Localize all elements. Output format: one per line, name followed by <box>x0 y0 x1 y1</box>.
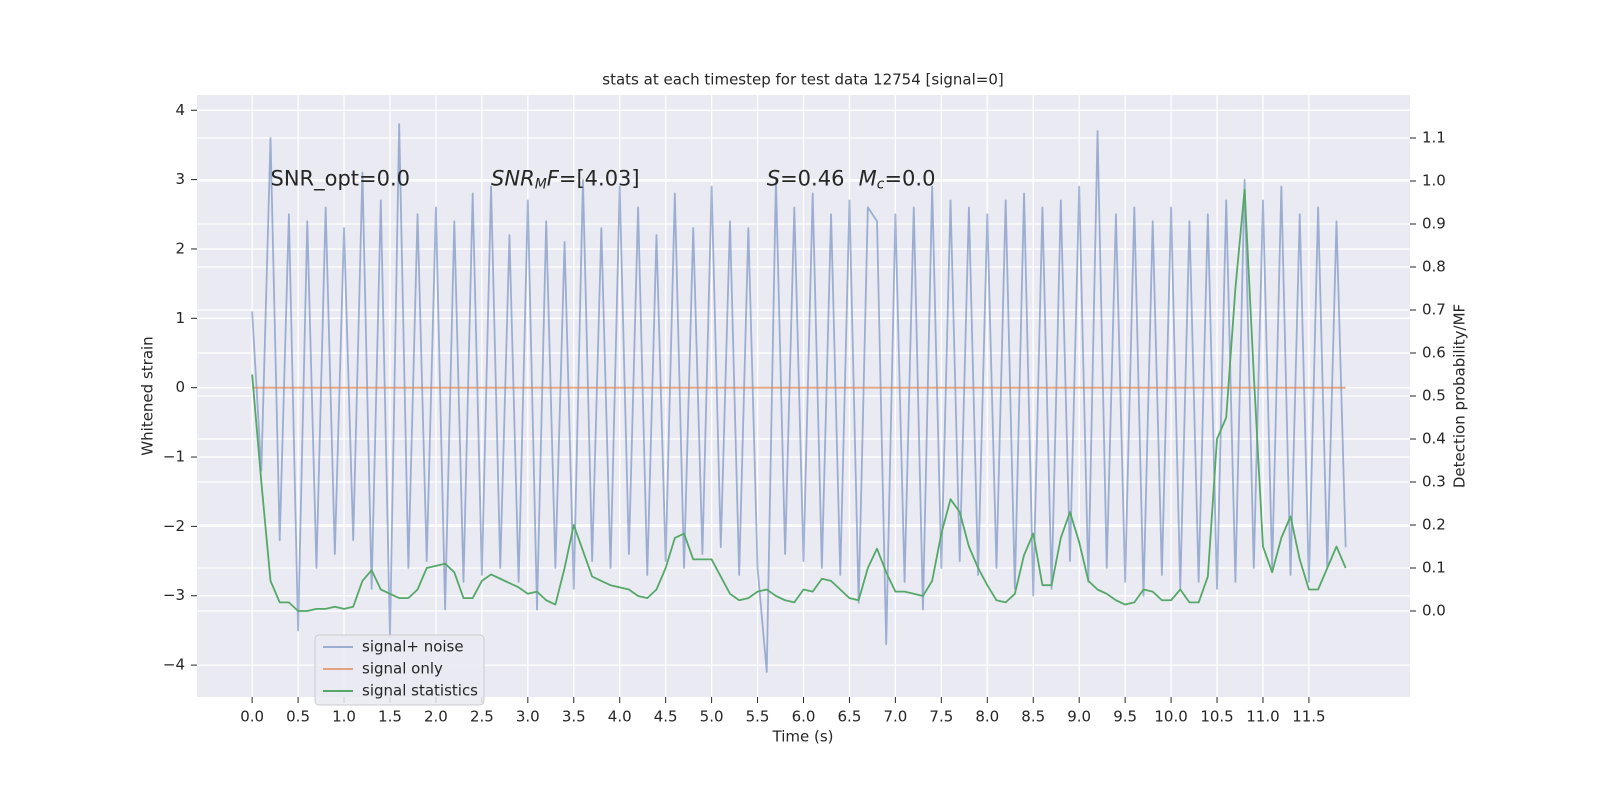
y-tick-label: −3 <box>163 586 185 604</box>
annotation-part: SNR <box>491 167 535 191</box>
x-tick-label: 1.5 <box>378 708 402 726</box>
x-tick-label: 2.0 <box>424 708 448 726</box>
y2-tick-label: 1.1 <box>1422 129 1446 147</box>
y-tick-label: 0 <box>175 378 185 396</box>
y-tick-label: 4 <box>175 101 185 119</box>
x-tick-label: 11.0 <box>1246 708 1279 726</box>
x-tick-label: 2.5 <box>470 708 494 726</box>
y-tick-label: 3 <box>175 170 185 188</box>
x-tick-label: 0.5 <box>286 708 310 726</box>
x-tick-label: 1.0 <box>332 708 356 726</box>
y-tick-label: −4 <box>163 656 185 674</box>
annotation: SNRMF=[4.03] <box>491 167 640 193</box>
series-line <box>251 188 1347 612</box>
y-tick-label: −1 <box>163 448 185 466</box>
x-tick-label: 8.0 <box>975 708 999 726</box>
x-tick-label: 7.5 <box>929 708 953 726</box>
y2-tick-label: 1.0 <box>1422 172 1446 190</box>
annotation: Mc=0.0 <box>859 167 936 193</box>
y2-tick-label: 0.7 <box>1422 301 1446 319</box>
x-tick-label: 5.5 <box>746 708 770 726</box>
annotation-part: =0.46 <box>780 167 844 191</box>
chart-title: stats at each timestep for test data 127… <box>602 71 1003 89</box>
x-tick-label: 11.5 <box>1292 708 1325 726</box>
annotation-part: =[4.03] <box>559 167 640 191</box>
x-tick-label: 7.0 <box>883 708 907 726</box>
x-tick-label: 9.5 <box>1113 708 1137 726</box>
x-tick-label: 10.0 <box>1154 708 1187 726</box>
legend-box <box>314 634 485 706</box>
legend-label: signal statistics <box>362 682 478 700</box>
y2-tick-label: 0.2 <box>1422 516 1446 534</box>
annotation-part: M <box>535 177 547 193</box>
y-tick-label: 2 <box>175 239 185 257</box>
x-tick-label: 5.0 <box>700 708 724 726</box>
y2-tick-label: 0.8 <box>1422 258 1446 276</box>
y2-tick-label: 0.4 <box>1422 430 1446 448</box>
y2-tick-label: 0.6 <box>1422 344 1446 362</box>
x-tick-label: 3.0 <box>516 708 540 726</box>
x-tick-label: 0.0 <box>240 708 264 726</box>
y-tick-label: 1 <box>175 309 185 327</box>
y2-tick-label: 0.0 <box>1422 602 1446 620</box>
legend-label: signal only <box>362 660 443 678</box>
x-tick-label: 10.5 <box>1200 708 1233 726</box>
x-tick-label: 3.5 <box>562 708 586 726</box>
x-tick-label: 6.5 <box>838 708 862 726</box>
annotation-part: SNR_opt=0.0 <box>271 167 411 192</box>
annotation: SNR_opt=0.0 <box>271 167 411 192</box>
series-line <box>251 123 1347 673</box>
y2-tick-label: 0.9 <box>1422 215 1446 233</box>
legend-label: signal+ noise <box>362 638 464 656</box>
y-axis-label: Whitened strain <box>139 336 157 455</box>
annotation: S=0.46 <box>767 167 845 191</box>
x-tick-label: 8.5 <box>1021 708 1045 726</box>
x-tick-label: 9.0 <box>1067 708 1091 726</box>
annotation-part: =0.0 <box>884 167 935 191</box>
x-tick-label: 4.0 <box>608 708 632 726</box>
annotation-part: S <box>767 167 780 191</box>
annotation-part: F <box>547 167 560 191</box>
y2-tick-label: 0.3 <box>1422 473 1446 491</box>
annotation-part: M <box>859 167 877 191</box>
y2-axis-label: Detection probability/MF <box>1451 304 1469 488</box>
y2-tick-label: 0.1 <box>1422 559 1446 577</box>
x-axis-label: Time (s) <box>772 728 834 746</box>
y2-tick-label: 0.5 <box>1422 387 1446 405</box>
y-tick-label: −2 <box>163 517 185 535</box>
annotation-part: c <box>877 177 885 193</box>
x-tick-label: 6.0 <box>792 708 816 726</box>
x-tick-label: 4.5 <box>654 708 678 726</box>
